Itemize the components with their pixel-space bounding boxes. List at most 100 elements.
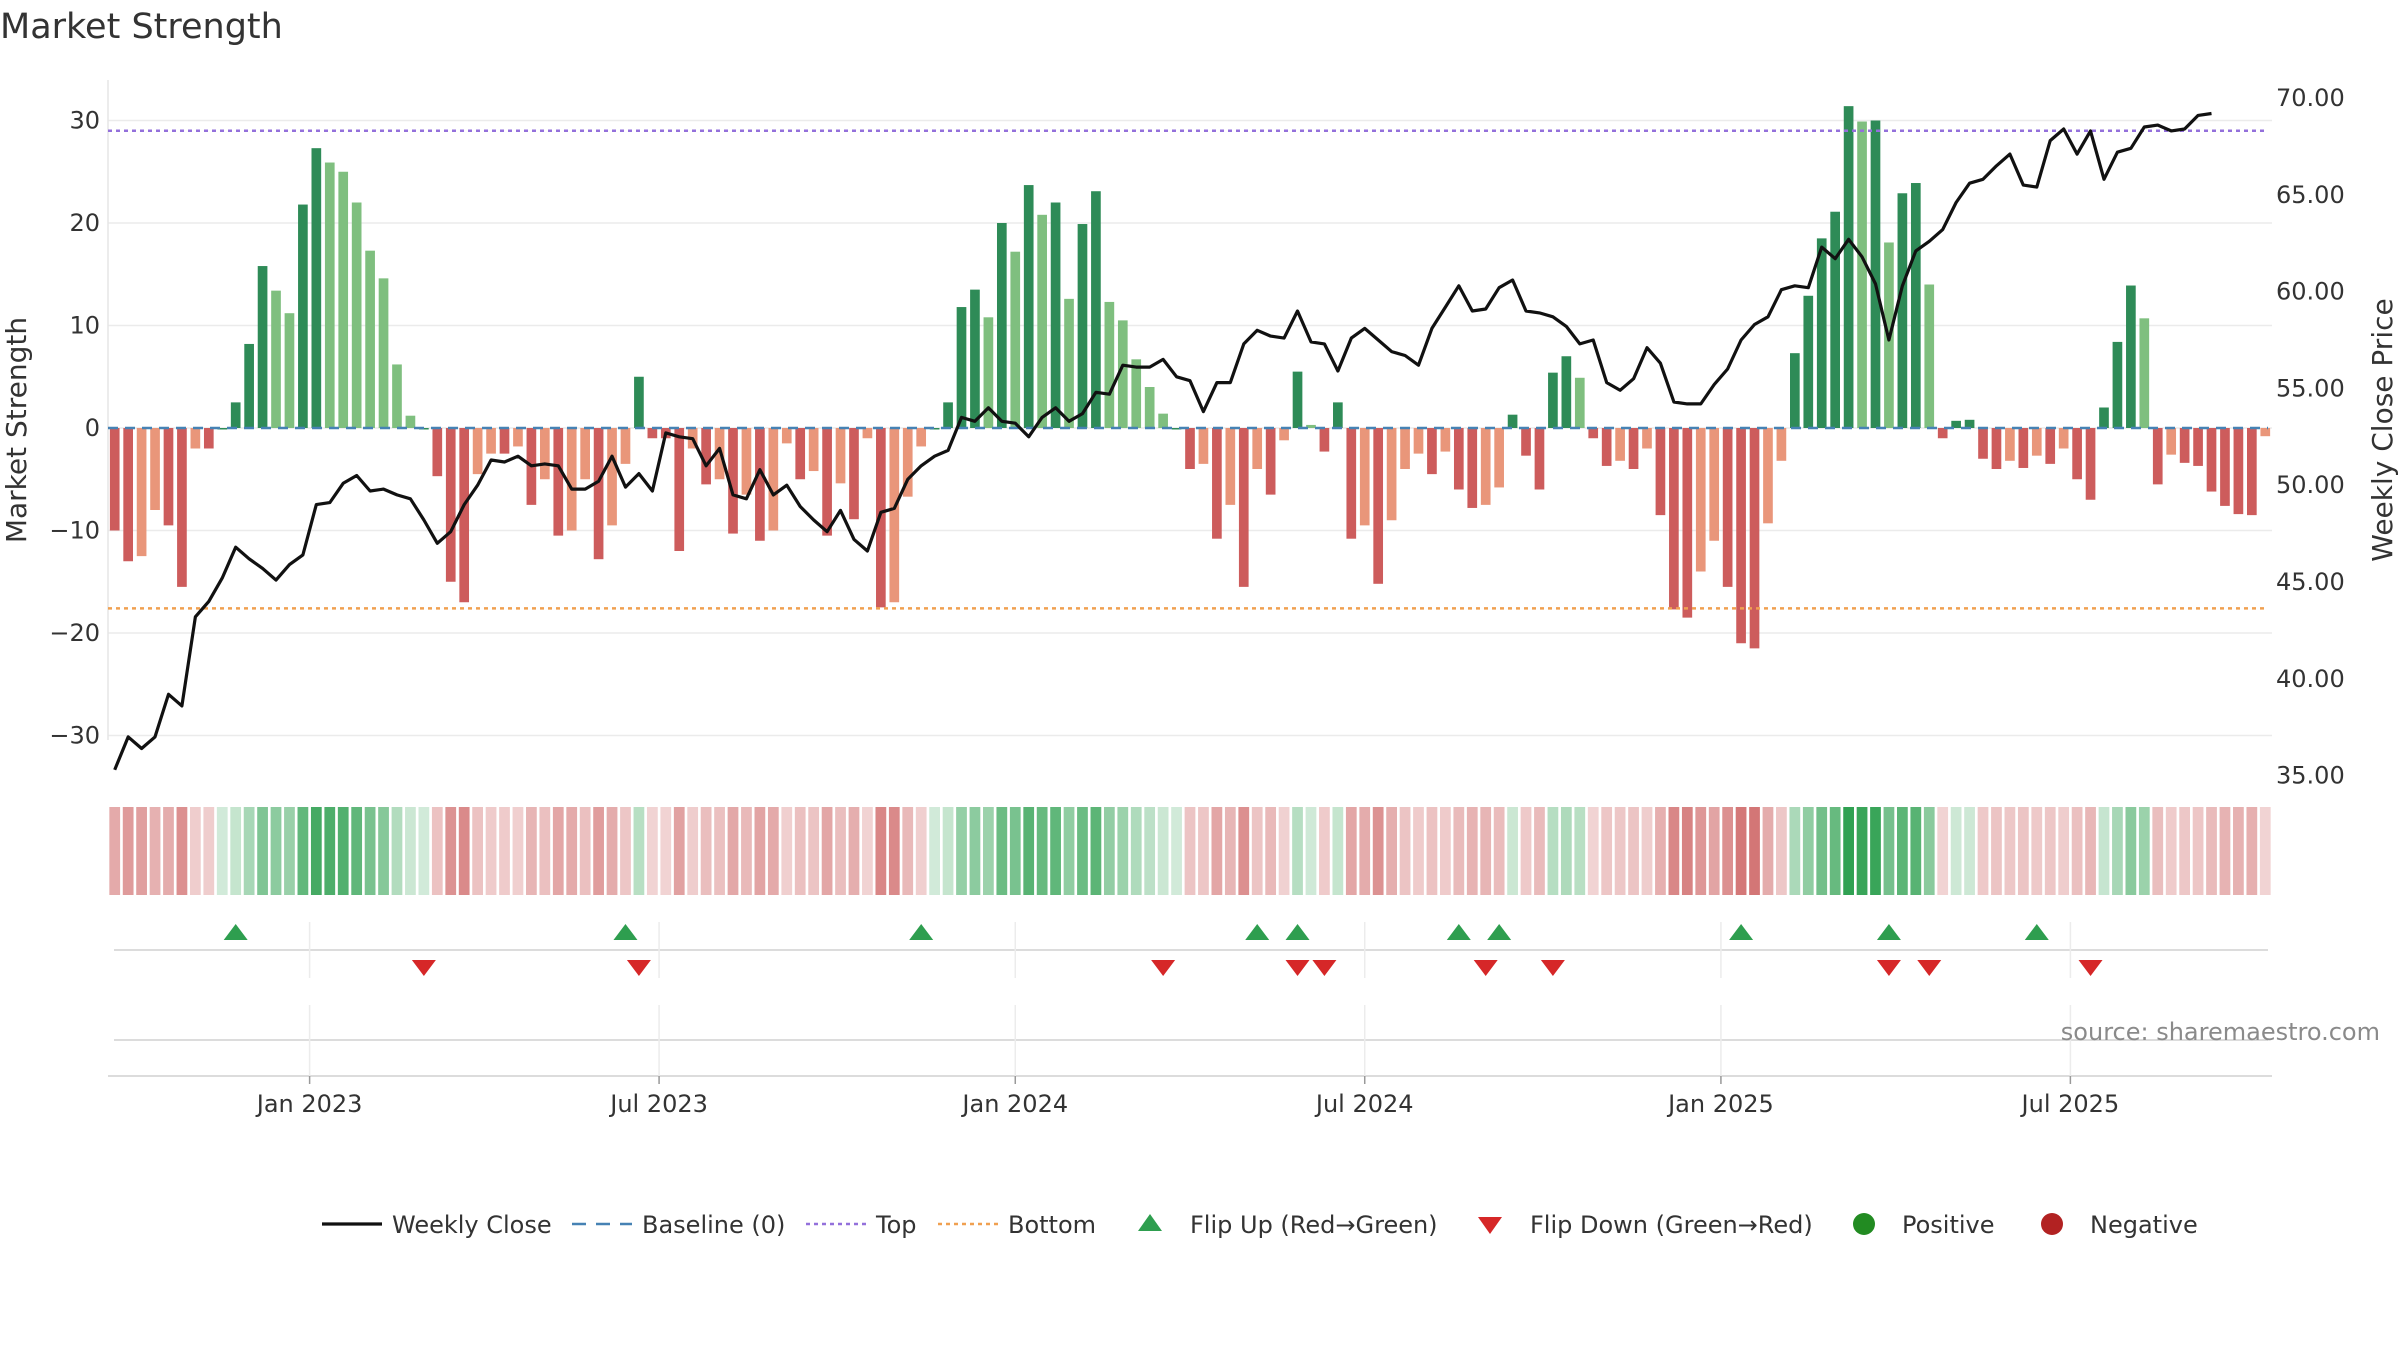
heat-cell xyxy=(499,807,510,895)
legend-item: Baseline (0) xyxy=(572,1211,785,1239)
heat-cell xyxy=(956,807,967,895)
flip-up-marker xyxy=(1729,924,1754,940)
strength-bar xyxy=(1198,428,1209,464)
heat-cell xyxy=(2152,807,2164,895)
heat-cell xyxy=(1453,807,1465,895)
strength-bar xyxy=(1897,193,1908,428)
x-tick-label: Jul 2025 xyxy=(2020,1090,2120,1118)
heat-cell xyxy=(485,807,497,895)
heat-cell xyxy=(216,807,228,895)
heat-cell xyxy=(1856,807,1868,895)
heat-cell xyxy=(1319,807,1330,895)
heat-cell xyxy=(1493,807,1505,895)
strength-bar xyxy=(593,428,604,560)
strength-bar xyxy=(1104,301,1115,428)
strength-bar xyxy=(1601,428,1612,466)
heat-cell xyxy=(1735,807,1747,895)
heat-cell xyxy=(203,807,215,895)
heat-cell xyxy=(862,807,873,895)
strength-heat-strip xyxy=(109,807,2271,895)
heat-cell xyxy=(431,807,443,895)
heat-cell xyxy=(1224,807,1236,895)
heat-cell xyxy=(1117,807,1129,895)
flip-markers-panel xyxy=(108,922,2272,1077)
heat-cell xyxy=(2233,807,2244,895)
heat-cell xyxy=(808,807,820,895)
heat-cell xyxy=(405,807,416,895)
heat-cell xyxy=(2179,807,2191,895)
strength-bar xyxy=(1212,428,1222,539)
heat-cell xyxy=(821,807,833,895)
strength-bar xyxy=(2018,428,2029,468)
heat-cell xyxy=(1802,807,1814,895)
right-tick-label: 55.00 xyxy=(2276,374,2345,402)
heat-cell xyxy=(794,807,806,895)
heat-cell xyxy=(458,807,470,895)
strength-bar xyxy=(996,223,1007,428)
heat-cell xyxy=(915,807,927,895)
heat-cell xyxy=(1171,807,1182,895)
heat-cell xyxy=(1964,807,1975,895)
strength-bar xyxy=(634,376,644,428)
heat-cell xyxy=(1386,807,1397,895)
heat-cell xyxy=(1829,807,1841,895)
heat-cell xyxy=(1870,807,1881,895)
heat-cell xyxy=(835,807,846,895)
heat-cell xyxy=(122,807,134,895)
legend-label: Bottom xyxy=(1008,1211,1096,1239)
strength-bar xyxy=(674,428,685,551)
strength-bar xyxy=(1117,320,1128,428)
heat-cell xyxy=(297,807,309,895)
heat-cell xyxy=(189,807,201,895)
flip-down-marker xyxy=(1312,960,1337,976)
strength-bar xyxy=(2126,285,2136,428)
strength-bar xyxy=(163,428,174,526)
heat-cell xyxy=(1534,807,1545,895)
strength-bar xyxy=(956,307,967,428)
heat-cell xyxy=(1023,807,1035,895)
strength-bar xyxy=(1682,428,1693,618)
legend-swatch-flip-down xyxy=(1478,1217,1502,1234)
heat-cell xyxy=(2112,807,2123,895)
strength-bar xyxy=(1521,428,1531,456)
heat-cell xyxy=(1144,807,1156,895)
legend-label: Negative xyxy=(2090,1211,2198,1239)
legend-item: Negative xyxy=(2041,1211,2198,1239)
right-tick-label: 45.00 xyxy=(2276,568,2345,596)
heat-cell xyxy=(606,807,618,895)
strength-bar xyxy=(1400,428,1410,469)
flip-down-marker xyxy=(411,960,436,976)
strength-bar xyxy=(1279,428,1289,441)
heat-cell xyxy=(2098,807,2110,895)
heat-cell xyxy=(1601,807,1613,895)
strength-bar xyxy=(1144,387,1155,428)
heat-cell xyxy=(243,807,255,895)
heat-cell xyxy=(741,807,752,895)
heat-cell xyxy=(1560,807,1572,895)
strength-bar xyxy=(244,343,254,428)
strength-bar xyxy=(1319,428,1330,452)
heat-cell xyxy=(700,807,712,895)
strength-bar xyxy=(1050,202,1061,428)
heat-cell xyxy=(1816,807,1828,895)
heat-cell xyxy=(660,807,672,895)
heat-cell xyxy=(270,807,282,895)
strength-bar xyxy=(2058,428,2069,449)
heat-cell xyxy=(2058,807,2070,895)
strength-bar xyxy=(338,171,349,428)
strength-bar xyxy=(1158,413,1168,428)
strength-bar xyxy=(889,428,900,603)
strength-bar xyxy=(1037,214,1047,428)
legend-label: Top xyxy=(875,1211,917,1239)
strength-bar xyxy=(1790,353,1800,428)
heat-cell xyxy=(1655,807,1666,895)
heat-cell xyxy=(2125,807,2137,895)
heat-cell xyxy=(1345,807,1357,895)
heat-cell xyxy=(983,807,994,895)
heat-cell xyxy=(727,807,739,895)
heat-cell xyxy=(1359,807,1371,895)
heat-cell xyxy=(1063,807,1075,895)
strength-bar xyxy=(1763,428,1773,524)
strength-bar xyxy=(1373,428,1384,584)
